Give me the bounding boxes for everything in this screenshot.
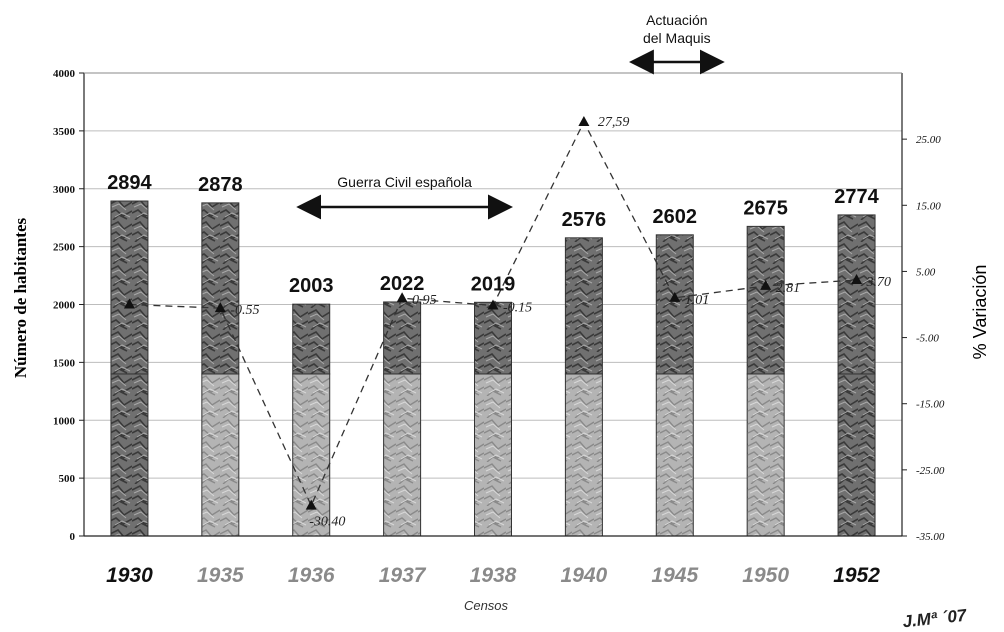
category-label: 1937: [379, 564, 427, 587]
bar-value-label: 2602: [653, 206, 698, 228]
bar-value-label: 2878: [198, 174, 243, 196]
variation-point: [851, 274, 863, 285]
variation-point: [578, 116, 590, 127]
y2-tick-label: -35.00: [916, 531, 945, 543]
category-label: 1938: [470, 564, 517, 587]
annotations: Guerra Civil española Actuación del Maquis: [296, 12, 725, 220]
bar-upper: [201, 202, 240, 375]
bar-value-labels: 2894 2878 2003 2022 2019 2576 2602 2675 2774: [107, 172, 879, 297]
bars: [110, 200, 876, 537]
y-tick-label: 500: [59, 473, 76, 485]
variation-point: [214, 302, 226, 313]
variation-label: 2.81: [776, 281, 801, 296]
y2-axis-label: % Variación: [970, 265, 990, 360]
category-label: 1936: [288, 564, 335, 587]
variation-label: -0.55: [230, 303, 259, 318]
bar-upper: [474, 301, 512, 375]
bar-lower: [292, 373, 331, 537]
variation-label: 3.70: [866, 275, 892, 290]
bar-upper: [746, 225, 785, 375]
bar-upper: [655, 234, 694, 375]
y-tick-label: 1000: [53, 415, 76, 427]
y-tick-label: 2500: [53, 242, 76, 254]
bar-upper: [383, 301, 422, 375]
bar-upper: [837, 214, 876, 375]
category-label: 1930: [106, 564, 153, 587]
bar-lower: [655, 373, 694, 537]
variation-label: -0.15: [503, 300, 532, 315]
bar-lower: [201, 373, 240, 537]
bar-lower: [474, 373, 512, 537]
y-tick-label: 1500: [53, 357, 76, 369]
y-tick-label: 3000: [53, 184, 76, 196]
bar-value-label: 2003: [289, 275, 334, 297]
bar-upper: [110, 200, 149, 375]
x-axis-label: Censos: [464, 598, 509, 613]
bar-upper: [292, 303, 331, 375]
y2-tick-label: 5.00: [916, 266, 936, 278]
variation-point: [487, 299, 499, 310]
variation-line: -0.55 -30.40 0.95 -0.15 27,59 1.01 2.81 3.70: [123, 115, 892, 530]
bar-upper: [564, 237, 603, 375]
variation-point: [669, 291, 681, 302]
bar-lower: [837, 373, 876, 537]
bar-value-label: 2774: [834, 186, 879, 208]
variation-label: 1.01: [685, 293, 710, 308]
variation-label: 27,59: [598, 115, 630, 130]
variation-label: -30.40: [309, 515, 345, 530]
bar-lower: [383, 373, 422, 537]
bar-value-label: 2022: [380, 273, 425, 295]
annotation-maquis: Actuación: [646, 12, 707, 28]
category-labels: 1930 1935 1936 1937 1938 1940 1945 1950 1952: [106, 564, 880, 587]
category-label: 1945: [651, 564, 698, 587]
y-axis-label: Número de habitantes: [11, 217, 30, 378]
y-tick-label: 4000: [53, 68, 76, 80]
bar-lower: [110, 373, 149, 537]
y2-tick-label: 15.00: [916, 200, 941, 212]
y-tick-label: 3500: [53, 126, 76, 138]
y2-ticks: -35.00 -25.00 -15.00 -5.00 5.00 15.00 25.00: [902, 134, 945, 543]
variation-point: [760, 279, 772, 290]
category-label: 1950: [742, 564, 789, 587]
variation-point: [123, 298, 135, 309]
category-label: 1952: [833, 564, 880, 587]
annotation-maquis: del Maquis: [643, 30, 711, 46]
variation-point: [305, 499, 317, 510]
y-ticks: 0 500 1000 1500 2000 2500 3000 3500 4000: [53, 68, 84, 543]
signature: J.Mª ´07: [902, 606, 969, 632]
y-tick-label: 0: [70, 531, 76, 543]
y2-tick-label: -5.00: [916, 333, 939, 345]
bar-lower: [746, 373, 785, 537]
bar-value-label: 2675: [743, 197, 788, 219]
y2-tick-label: -25.00: [916, 465, 945, 477]
bar-value-label: 2894: [107, 172, 152, 194]
bar-value-label: 2019: [471, 273, 516, 295]
variation-label: 0.95: [412, 293, 437, 308]
y-tick-label: 2000: [53, 300, 76, 312]
y2-tick-label: 25.00: [916, 134, 941, 146]
bar-lower: [564, 373, 603, 537]
variation-point: [396, 292, 408, 303]
category-label: 1940: [561, 564, 608, 587]
category-label: 1935: [197, 564, 244, 587]
bar-value-label: 2576: [562, 209, 607, 231]
y2-tick-label: -15.00: [916, 399, 945, 411]
annotation-civil-war: Guerra Civil española: [337, 174, 472, 190]
